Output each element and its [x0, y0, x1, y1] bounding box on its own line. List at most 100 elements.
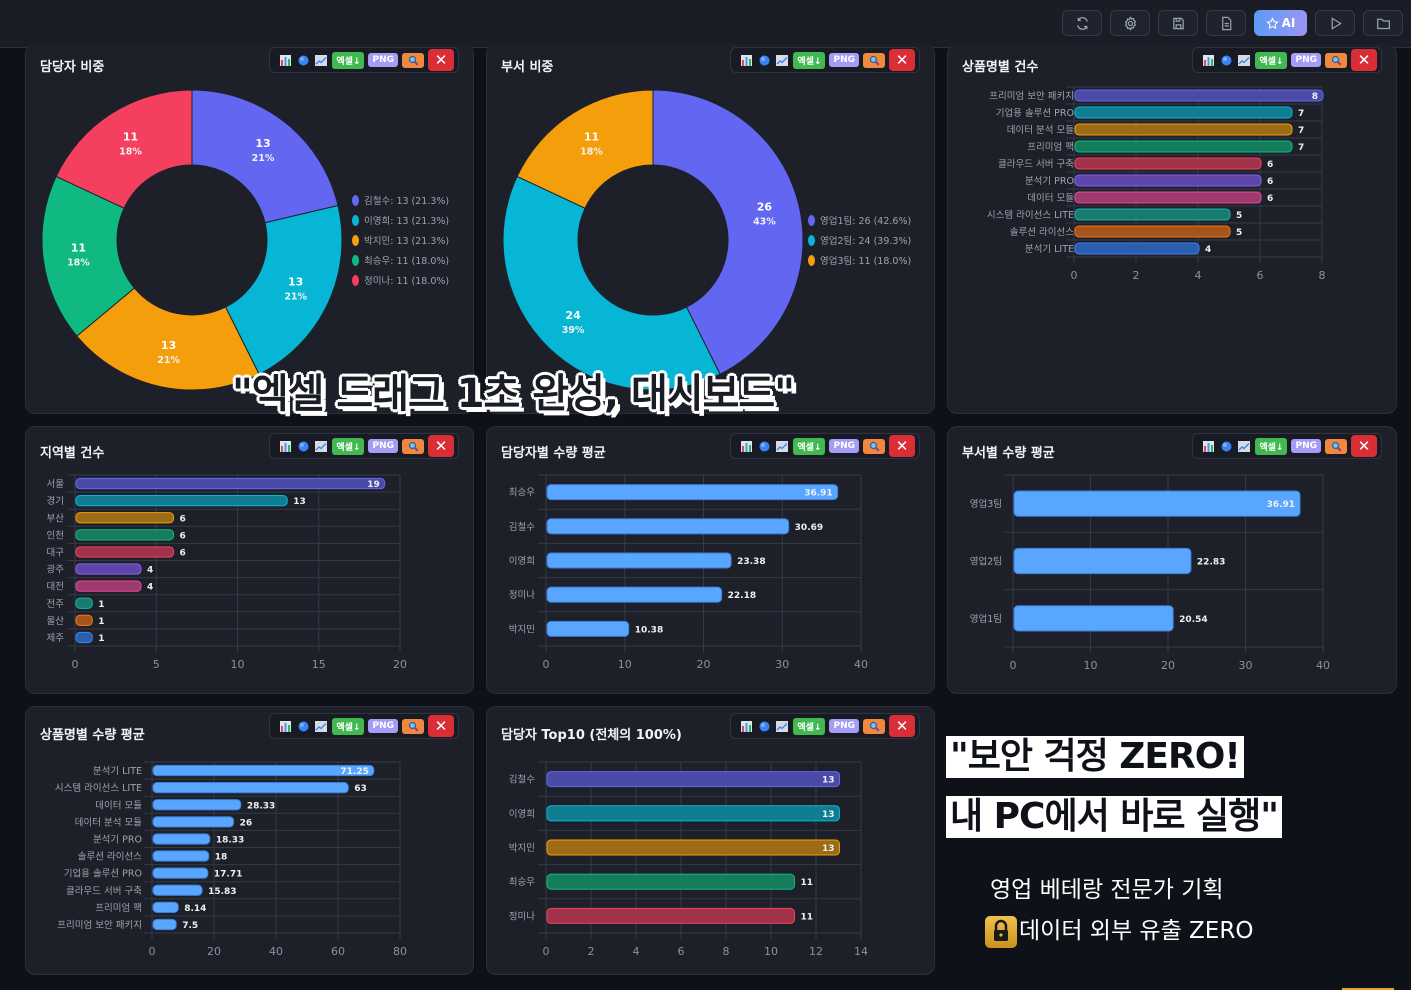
zoom-button[interactable] — [1325, 52, 1347, 68]
bar[interactable] — [546, 484, 839, 501]
bar-chart[interactable]: 0 5 10 15 20 19 서울 13 경기 6 부산 6 인천 6 대구 4 광주 4 대전 1 전주 1 울산 1 제주 — [26, 427, 474, 694]
pie-slice[interactable] — [652, 89, 804, 375]
pie-slice[interactable] — [76, 287, 260, 391]
legend-item[interactable]: 박지민: 13 (21.3%) — [352, 230, 449, 250]
legend-item[interactable]: 정미나: 11 (18.0%) — [352, 270, 449, 290]
legend-item[interactable]: 최승우: 11 (18.0%) — [352, 250, 449, 270]
zoom-button[interactable] — [402, 52, 424, 68]
pie-chart-icon[interactable] — [296, 719, 310, 733]
legend-item[interactable]: 영업3팀: 11 (18.0%) — [808, 250, 911, 270]
pie-chart-icon[interactable] — [296, 53, 310, 67]
zoom-button[interactable] — [863, 52, 885, 68]
bar[interactable] — [152, 764, 375, 777]
png-export-button[interactable]: PNG — [829, 53, 859, 67]
excel-download-button[interactable]: 엑셀↓ — [332, 717, 365, 735]
bar[interactable] — [546, 839, 840, 856]
pie-slice[interactable] — [41, 175, 136, 337]
bar[interactable] — [1074, 123, 1293, 136]
bar-chart[interactable]: 0 20 40 60 80 71.25 분석기 LITE 63 시스템 라이선스 LITE 28.… — [26, 707, 474, 975]
line-chart-icon[interactable] — [775, 439, 789, 453]
bar[interactable] — [1074, 174, 1262, 187]
excel-download-button[interactable]: 엑셀↓ — [1255, 51, 1288, 69]
bar[interactable] — [152, 816, 235, 828]
pie-chart-icon[interactable] — [1219, 53, 1233, 67]
folder-button[interactable] — [1363, 10, 1403, 36]
png-export-button[interactable]: PNG — [368, 439, 398, 453]
excel-download-button[interactable]: 엑셀↓ — [332, 437, 365, 455]
bar[interactable] — [152, 799, 242, 811]
excel-download-button[interactable]: 엑셀↓ — [1255, 437, 1288, 455]
bar-chart[interactable]: 0 2 4 6 8 8 프리미엄 보안 패키지 7 기업용 솔루션 PRO 7 데이터 분석 모듈 7… — [948, 44, 1397, 414]
zoom-button[interactable] — [402, 718, 424, 734]
bar[interactable] — [152, 901, 179, 913]
bar-chart-icon[interactable] — [739, 439, 753, 453]
bar[interactable] — [75, 495, 288, 507]
bar[interactable] — [1074, 191, 1262, 204]
bar[interactable] — [1074, 157, 1262, 170]
bar[interactable] — [75, 614, 93, 626]
line-chart-icon[interactable] — [775, 53, 789, 67]
pie-slice[interactable] — [502, 175, 721, 391]
close-panel-button[interactable]: ✕ — [1351, 435, 1377, 457]
legend-item[interactable]: 영업2팀: 24 (39.3%) — [808, 230, 911, 250]
bar[interactable] — [152, 918, 177, 931]
bar[interactable] — [1013, 547, 1192, 575]
excel-download-button[interactable]: 엑셀↓ — [793, 437, 826, 455]
close-panel-button[interactable]: ✕ — [1351, 49, 1377, 71]
bar[interactable] — [1074, 225, 1231, 238]
pie-slice[interactable] — [191, 89, 339, 224]
bar-chart-icon[interactable] — [739, 719, 753, 733]
excel-download-button[interactable]: 엑셀↓ — [793, 717, 826, 735]
bar[interactable] — [75, 597, 93, 609]
bar[interactable] — [1074, 89, 1324, 102]
bar[interactable] — [546, 620, 630, 637]
bar-chart-icon[interactable] — [278, 719, 292, 733]
ai-button[interactable]: AI — [1254, 10, 1307, 36]
line-chart-icon[interactable] — [1237, 439, 1251, 453]
png-export-button[interactable]: PNG — [829, 439, 859, 453]
excel-download-button[interactable]: 엑셀↓ — [332, 51, 365, 69]
zoom-button[interactable] — [1325, 438, 1347, 454]
close-panel-button[interactable]: ✕ — [889, 715, 915, 737]
bar[interactable] — [546, 907, 795, 924]
bar[interactable] — [75, 529, 174, 541]
bar[interactable] — [1074, 140, 1293, 153]
settings-button[interactable] — [1110, 10, 1150, 36]
bar[interactable] — [546, 552, 732, 569]
close-panel-button[interactable]: ✕ — [889, 435, 915, 457]
close-panel-button[interactable]: ✕ — [428, 49, 454, 71]
png-export-button[interactable]: PNG — [1291, 439, 1321, 453]
pie-chart-icon[interactable] — [296, 439, 310, 453]
bar-chart[interactable]: 0 10 20 30 40 36.91 영업3팀 22.83 영업2팀 20.54 영업1팀 — [948, 427, 1397, 694]
bar[interactable] — [152, 867, 209, 879]
bar[interactable] — [75, 631, 93, 644]
bar[interactable] — [75, 512, 174, 524]
png-export-button[interactable]: PNG — [1291, 53, 1321, 67]
bar[interactable] — [152, 833, 211, 845]
legend-item[interactable]: 이영희: 13 (21.3%) — [352, 210, 449, 230]
pie-chart-icon[interactable] — [757, 719, 771, 733]
zoom-button[interactable] — [863, 718, 885, 734]
line-chart-icon[interactable] — [314, 53, 328, 67]
legend-item[interactable]: 김철수: 13 (21.3%) — [352, 190, 449, 210]
bar[interactable] — [1074, 106, 1293, 119]
pie-chart-icon[interactable] — [1219, 439, 1233, 453]
donut-chart[interactable]: 26 43% 24 39% 11 18% — [487, 44, 935, 414]
donut-chart[interactable]: 13 21% 13 21% 13 21% 11 18% 11 18% — [26, 44, 474, 414]
bar[interactable] — [75, 580, 142, 592]
pie-slice[interactable] — [55, 89, 193, 209]
bar[interactable] — [546, 873, 795, 890]
pie-slice[interactable] — [516, 89, 654, 209]
bar-chart-icon[interactable] — [739, 53, 753, 67]
close-panel-button[interactable]: ✕ — [428, 435, 454, 457]
line-chart-icon[interactable] — [1237, 53, 1251, 67]
png-export-button[interactable]: PNG — [368, 53, 398, 67]
pie-chart-icon[interactable] — [757, 439, 771, 453]
bar-chart-icon[interactable] — [278, 439, 292, 453]
bar[interactable] — [1013, 605, 1174, 632]
close-panel-button[interactable]: ✕ — [889, 49, 915, 71]
zoom-button[interactable] — [863, 438, 885, 454]
bar-chart[interactable]: 0 2 4 6 8 10 12 14 13 김철수 13 이영희 13 박지민 11 최승우 11 정미나 — [487, 707, 935, 975]
bar[interactable] — [546, 771, 840, 788]
refresh-button[interactable] — [1062, 10, 1102, 36]
